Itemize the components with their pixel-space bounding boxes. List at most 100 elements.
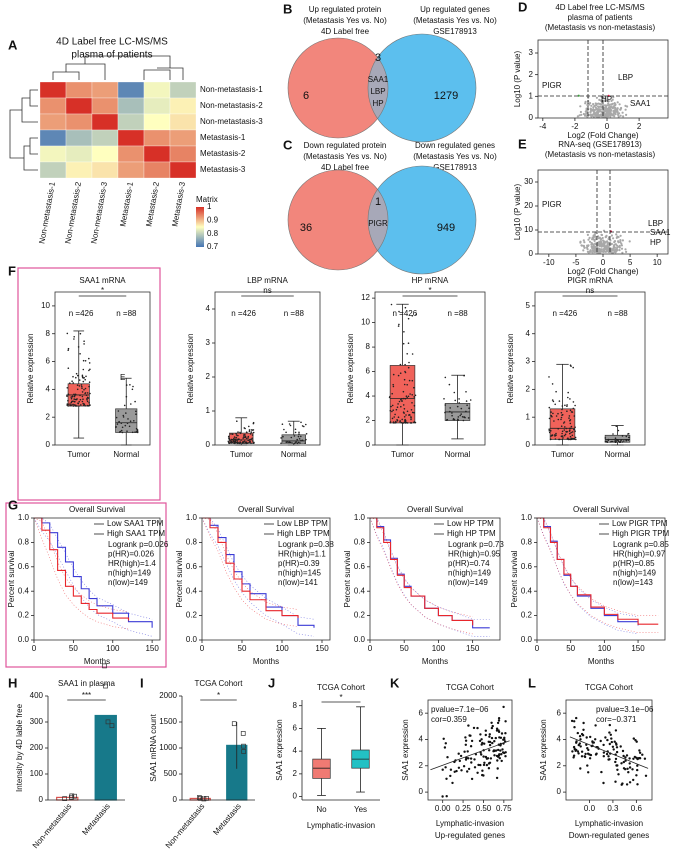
scatter-dot (614, 729, 618, 732)
panel-title: RNA-seq (GSE178913) (558, 140, 642, 149)
scatter-dot (580, 755, 584, 758)
y-tick-label: 0.8 (18, 538, 30, 547)
heatmap-cell (39, 145, 67, 163)
y-tick-label: 30 (524, 177, 533, 186)
heatmap-cell (91, 113, 119, 131)
venn-count: 3 (375, 52, 381, 64)
jitter-dot (115, 426, 117, 429)
volcano-dot (589, 110, 592, 114)
scatter-dot (620, 762, 623, 765)
point-label: PIGR (542, 81, 562, 90)
scatter-dot (469, 757, 473, 760)
volcano-dot (609, 115, 612, 118)
x-tick-label: -5 (572, 258, 580, 267)
jitter-dot (392, 383, 395, 386)
scatter-dot (460, 769, 463, 772)
jitter-dot (555, 390, 557, 393)
scatter-dot (624, 759, 627, 762)
y-tick-label: 4 (206, 304, 211, 313)
scatter-dot (465, 756, 468, 760)
jitter-dot (574, 426, 576, 429)
jitter-dot (553, 420, 555, 422)
jitter-dot (448, 383, 451, 386)
jitter-dot (561, 408, 563, 411)
volcano-dot (599, 110, 602, 113)
jitter-dot (243, 440, 246, 443)
venn-title: 4D Label free (321, 163, 370, 172)
jitter-dot (571, 431, 574, 433)
legend-label: High HP TPM (447, 529, 496, 538)
jitter-dot (283, 428, 285, 431)
jitter-dot (131, 431, 134, 434)
volcano-dot (607, 107, 610, 110)
scatter-dot (490, 736, 494, 740)
scatter-dot (585, 743, 588, 746)
point-label: PIGR (542, 200, 562, 209)
dendrogram (29, 89, 38, 107)
jitter-dot (298, 431, 300, 434)
jitter-dot (124, 424, 127, 427)
scatter-dot (613, 740, 616, 743)
color-bar (196, 207, 204, 247)
scatter-dot (495, 754, 499, 758)
x-axis-label: Lymphatic-invasion (307, 821, 375, 830)
point-label: HP (650, 238, 661, 247)
dendrogram (143, 69, 171, 80)
panel-title: (Metastasis vs non-metastasis) (545, 150, 656, 159)
jitter-dot (247, 437, 249, 439)
scatter-dot (570, 719, 574, 723)
x-tick-label: 50 (566, 644, 575, 653)
jitter-dot (388, 396, 391, 399)
scatter-dot (638, 751, 642, 754)
y-tick-label: 0.2 (18, 611, 30, 620)
jitter-dot (127, 418, 129, 420)
panel-title: PIGR mRNA (567, 276, 613, 285)
volcano-dot (590, 108, 593, 111)
n-label: n =88 (284, 309, 305, 318)
y-tick-label: 0 (557, 787, 562, 796)
jitter-dot (398, 310, 400, 313)
scatter-dot (488, 743, 492, 747)
jitter-dot (560, 418, 562, 421)
scatter-dot (579, 738, 582, 741)
volcano-dot (616, 101, 619, 104)
heatmap-cell (91, 129, 119, 147)
volcano-dot (590, 104, 593, 107)
jitter-dot (469, 399, 472, 401)
y-tick-label: 0 (529, 113, 534, 122)
scatter-dot (575, 740, 578, 743)
jitter-dot (79, 353, 81, 355)
volcano-dot (594, 238, 598, 241)
x-tick-label: 150 (145, 644, 159, 653)
scatter-dot (484, 733, 487, 737)
venn-gene: LBP (370, 87, 385, 96)
volcano-dot (606, 115, 610, 118)
jitter-dot (465, 391, 467, 393)
volcano-dot (599, 250, 602, 253)
jitter-dot (235, 432, 237, 435)
jitter-dot (627, 439, 629, 442)
sample-point (102, 663, 107, 669)
jitter-dot (81, 374, 84, 377)
category-label: Yes (354, 805, 367, 814)
scatter-dot (503, 751, 506, 755)
category-label: Tumor (67, 450, 90, 459)
row-label: Metastasis-3 (200, 165, 246, 174)
volcano-dot (586, 233, 590, 236)
scatter-dot (572, 745, 576, 749)
scatter-dot (444, 742, 447, 745)
n-label: n =88 (608, 309, 629, 318)
jitter-dot (621, 441, 624, 443)
y-tick-label: 1 (529, 91, 534, 100)
stat-text: HR(high)=0.95 (448, 550, 501, 559)
jitter-dot (76, 388, 79, 391)
scatter-dot (631, 768, 634, 771)
survival-curve (537, 517, 659, 625)
volcano-dot (578, 114, 581, 117)
volcano-dot (597, 108, 601, 111)
box (549, 408, 576, 440)
y-tick-label: 0.6 (186, 562, 198, 571)
n-label: n =426 (553, 309, 578, 318)
jitter-dot (227, 440, 230, 443)
